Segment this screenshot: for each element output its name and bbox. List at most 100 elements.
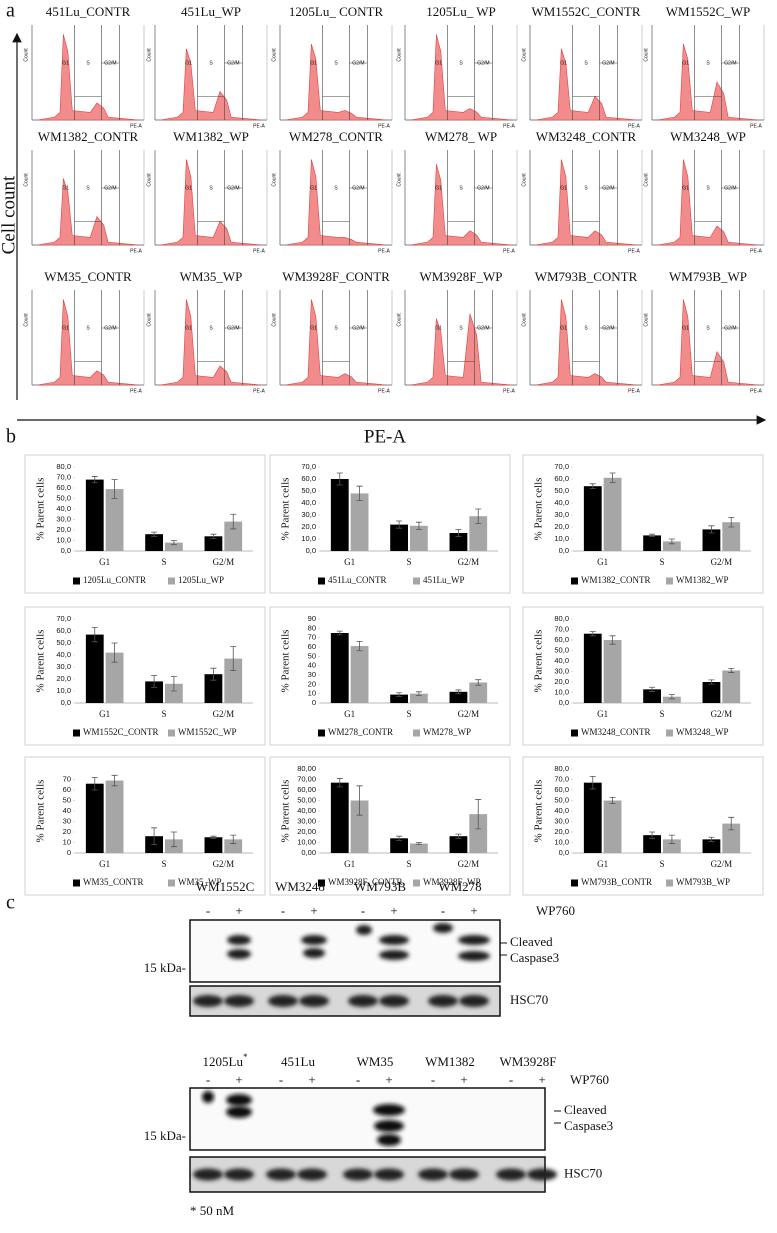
histogram: [535, 299, 637, 386]
error-bar: [708, 679, 715, 685]
y-tick-label: 50,0: [554, 645, 569, 654]
legend-label: WM1552C_WP: [178, 727, 237, 737]
error-bar: [708, 525, 715, 534]
band: [224, 1168, 254, 1181]
lane-group: WM278: [438, 879, 481, 894]
legend-swatch: [571, 879, 578, 887]
lane-sign: +: [235, 1072, 242, 1087]
error-bar: [589, 775, 596, 790]
y-tick-label: 50,00: [297, 795, 316, 804]
legend-swatch: [168, 577, 175, 585]
error-bar: [170, 540, 177, 546]
plot-x-label: PE-A: [130, 248, 142, 254]
x-tick-label: G1: [597, 859, 608, 869]
x-tick-label: S: [406, 557, 411, 567]
band: [377, 1134, 401, 1146]
lane-group: 451Lu: [281, 1054, 315, 1069]
plot-title: 1205Lu_ CONTR: [289, 4, 384, 19]
y-tick-label: 0,0: [61, 698, 71, 707]
gate-label: S: [334, 60, 338, 66]
legend-label: 1205Lu_WP: [178, 575, 224, 585]
plot-y-label: Count: [146, 173, 152, 187]
bar: [702, 682, 721, 703]
error-bar: [91, 777, 98, 791]
gate-label: G1: [310, 60, 317, 66]
gate-label: G2/M: [477, 60, 489, 66]
lane-sign: -: [509, 1072, 513, 1087]
footnote: * 50 nM: [190, 1203, 235, 1218]
gate-label: G2/M: [227, 60, 239, 66]
y-tick-label: 70,0: [56, 614, 71, 623]
gate-label: G1: [185, 325, 192, 331]
legend-swatch: [318, 879, 325, 887]
legend-swatch: [413, 577, 420, 585]
bar: [350, 800, 369, 853]
lane-sign: -: [441, 903, 445, 918]
y-tick-label: 80,0: [554, 614, 569, 623]
axis-title: PE-A: [364, 426, 407, 447]
y-tick-label: 30,0: [301, 510, 316, 519]
y-tick-label: 50: [63, 795, 71, 804]
plot-y-label: Count: [271, 48, 277, 62]
plot-y-label: Count: [521, 48, 527, 62]
bar: [469, 516, 488, 551]
loading-label: HSC70: [564, 1165, 602, 1180]
band: [299, 995, 329, 1007]
error-bar: [151, 531, 158, 537]
x-tick-label: S: [406, 709, 411, 719]
plot-title: WM35_WP: [180, 269, 243, 284]
plot-x-label: PE-A: [130, 123, 142, 129]
plot-y-label: Count: [271, 173, 277, 187]
x-tick-label: G1: [99, 709, 110, 719]
plot-x-label: PE-A: [503, 123, 515, 129]
band: [449, 1168, 479, 1181]
band: [374, 1120, 404, 1132]
bar: [583, 633, 602, 703]
band: [379, 935, 409, 945]
error-bar: [475, 799, 482, 830]
band: [527, 1168, 557, 1181]
gate-label: S: [209, 60, 213, 66]
error-bar: [455, 529, 462, 537]
plot-x-label: PE-A: [253, 123, 265, 129]
plot-y-label: Count: [23, 313, 29, 327]
x-tick-label: S: [659, 557, 664, 567]
error-bar: [356, 641, 363, 652]
plot-x-label: PE-A: [378, 123, 390, 129]
y-tick-label: 40,0: [554, 498, 569, 507]
y-tick-label: 0: [67, 848, 71, 857]
plot-title: WM1382_CONTR: [38, 129, 139, 144]
lane-sign: -: [206, 903, 210, 918]
legend-label: WM35_WP: [178, 877, 222, 887]
chart-frame: [24, 454, 266, 594]
lane-group: WM793B: [354, 879, 406, 894]
y-tick-label: 60: [308, 642, 316, 651]
bar: [410, 525, 428, 551]
lane-sign: -: [279, 1072, 283, 1087]
bar: [663, 696, 681, 703]
y-tick-label: 50,0: [554, 795, 569, 804]
error-bar: [151, 675, 158, 688]
x-tick-label: G2/M: [711, 859, 733, 869]
bar: [85, 783, 104, 853]
plot-x-label: PE-A: [750, 388, 762, 394]
y-axis-title: % Parent cells: [280, 630, 292, 693]
plot-y-label: Count: [23, 173, 29, 187]
error-bar: [455, 833, 462, 839]
y-tick-label: 10: [63, 837, 71, 846]
y-tick-label: 10: [308, 689, 316, 698]
x-tick-label: S: [406, 859, 411, 869]
chart-frame: [269, 756, 511, 896]
x-tick-label: G1: [597, 709, 608, 719]
legend-label: WM278_CONTR: [328, 727, 393, 737]
error-bar: [415, 691, 422, 696]
error-bar: [111, 479, 118, 499]
band: [266, 1168, 296, 1181]
lane-group: WM1552C: [196, 879, 255, 894]
y-tick-label: 20,0: [554, 522, 569, 531]
y-tick-label: 70,00: [297, 774, 316, 783]
bar: [449, 691, 468, 703]
y-tick-label: 60,0: [56, 483, 71, 492]
x-tick-label: G2/M: [213, 859, 235, 869]
gate-label: G1: [560, 60, 567, 66]
